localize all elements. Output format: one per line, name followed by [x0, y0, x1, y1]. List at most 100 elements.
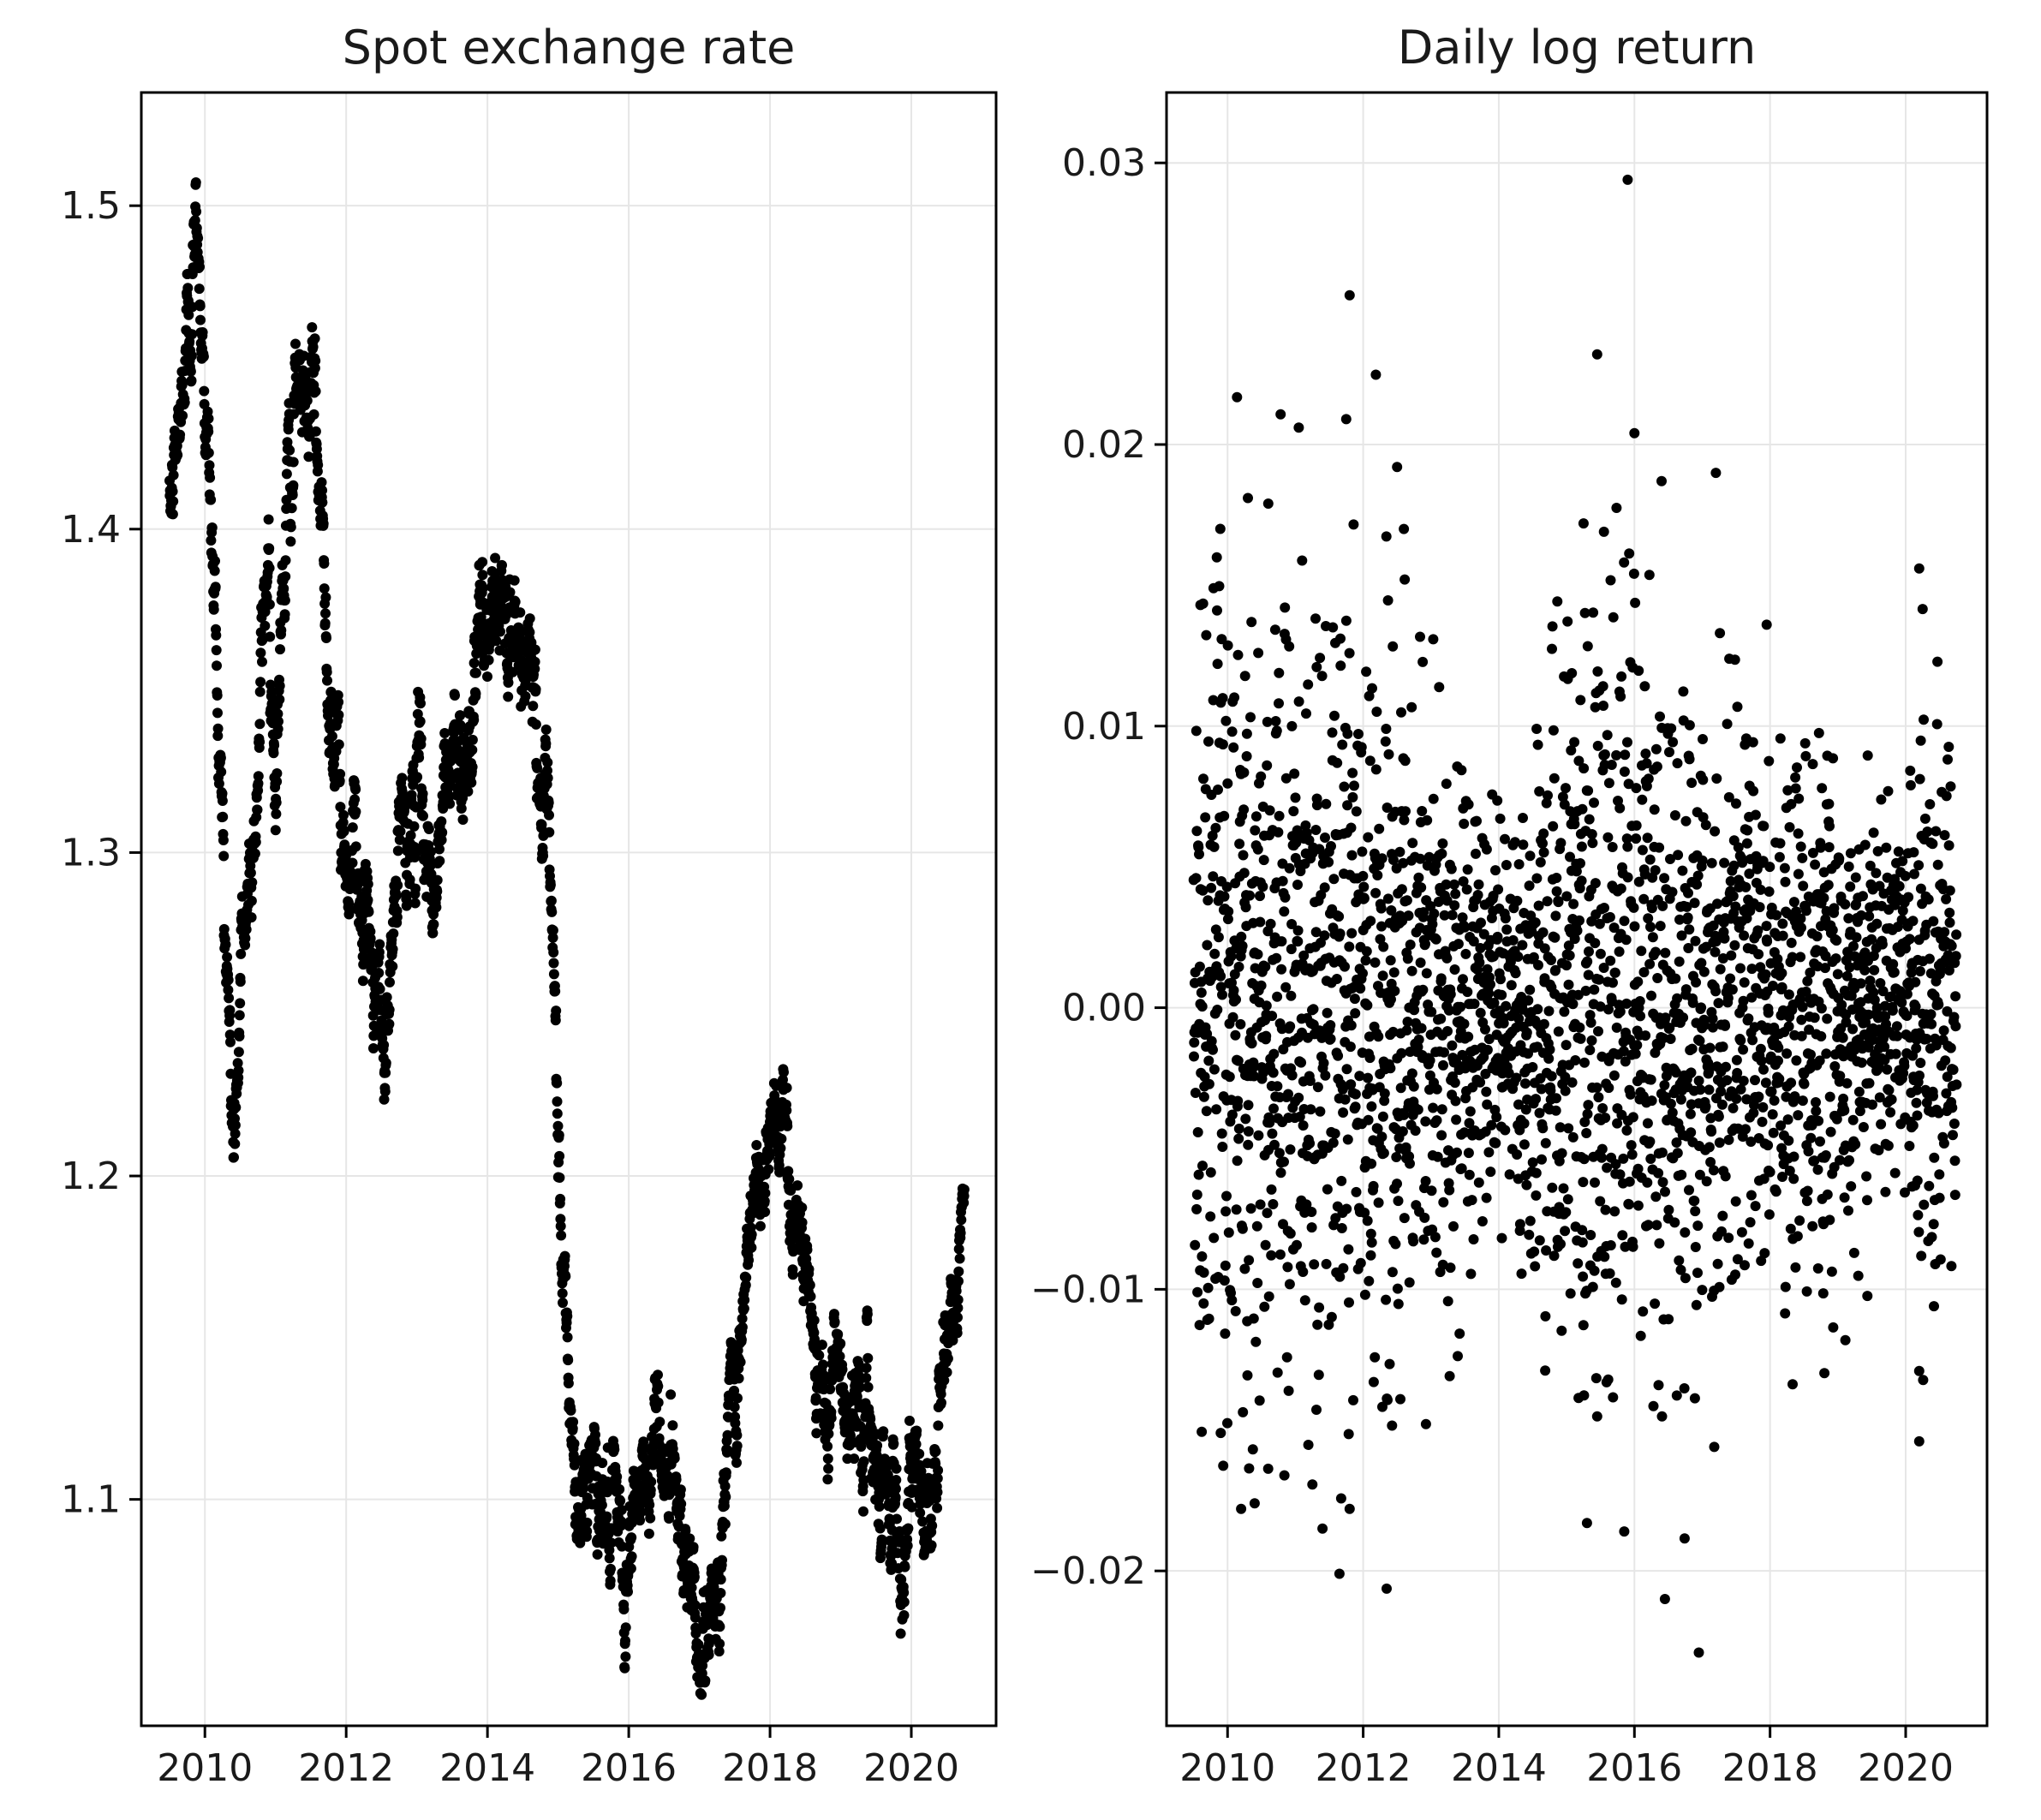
spot-rate-point — [250, 837, 261, 848]
log-return-point — [1346, 822, 1357, 833]
log-return-point — [1452, 1147, 1462, 1158]
log-return-point — [1599, 903, 1609, 913]
log-return-point — [1713, 998, 1724, 1009]
log-return-point — [1283, 1089, 1293, 1100]
log-return-point — [1655, 711, 1665, 722]
log-return-point — [1576, 875, 1587, 886]
log-return-point — [1665, 1034, 1676, 1044]
log-return-point — [1458, 974, 1468, 985]
spot-rate-point — [604, 1553, 615, 1564]
log-return-point — [1650, 1191, 1662, 1202]
log-return-point — [1442, 1026, 1453, 1036]
log-return-point — [1645, 1154, 1656, 1164]
spot-rate-point — [288, 480, 299, 491]
log-return-point — [1316, 671, 1328, 682]
spot-rate-panel: 2010 2012 2014 2016 2018 20201.11.21.31.41.5 … — [61, 21, 998, 1790]
spot-rate-point — [903, 1523, 914, 1534]
spot-rate-point — [797, 1202, 808, 1213]
spot-rate-point — [397, 773, 408, 784]
log-return-point — [1237, 1223, 1248, 1234]
log-return-point — [1579, 1057, 1590, 1068]
log-return-point — [1344, 1297, 1354, 1308]
log-return-point — [1328, 874, 1340, 885]
spot-rate-point — [318, 518, 329, 529]
spot-rate-point — [952, 1328, 963, 1339]
log-return-point — [1266, 1184, 1277, 1195]
log-return-point — [1717, 953, 1728, 964]
spot-rate-point — [737, 1322, 748, 1333]
spot-rate-title: Spot exchange rate — [343, 21, 796, 75]
log-return-point — [1416, 882, 1427, 893]
spot-rate-point — [606, 1537, 617, 1548]
log-return-point — [1329, 1128, 1340, 1139]
log-return-point — [1473, 879, 1484, 890]
spot-rate-point — [255, 677, 266, 688]
log-return-point — [1261, 1030, 1272, 1041]
log-return-point — [1680, 1273, 1691, 1284]
log-return-point — [1363, 1114, 1374, 1125]
spot-rate-point — [218, 923, 230, 934]
spot-rate-point — [596, 1500, 607, 1511]
log-return-point — [1350, 1008, 1361, 1019]
log-return-point — [1643, 773, 1654, 785]
spot-rate-point — [956, 1214, 967, 1226]
spot-rate-point — [671, 1474, 682, 1485]
log-return-point — [1198, 773, 1208, 785]
log-return-point — [1363, 1072, 1373, 1083]
log-return-point — [1458, 876, 1469, 887]
spot-rate-point — [211, 645, 222, 656]
log-return-points — [1188, 174, 1962, 1658]
log-return-point — [1413, 1034, 1424, 1045]
log-return-point — [1385, 955, 1396, 966]
log-return-point — [1245, 712, 1256, 723]
log-return-point — [1746, 1190, 1757, 1201]
log-return-point — [1602, 1374, 1614, 1385]
log-return-point — [1467, 1082, 1478, 1093]
log-return-point — [1533, 959, 1543, 970]
log-return-point — [1527, 1062, 1538, 1072]
spot-rate-point — [490, 552, 501, 564]
log-return-point — [1747, 1035, 1758, 1046]
log-return-point — [1649, 804, 1660, 815]
log-return-point — [1340, 615, 1352, 626]
log-return-point — [1735, 1083, 1746, 1095]
log-return-point — [1504, 1169, 1515, 1180]
log-return-point — [1270, 716, 1281, 726]
spot-rate-point — [899, 1561, 910, 1572]
spot-rate-point — [203, 447, 214, 458]
log-return-point — [1540, 1365, 1551, 1376]
spot-rate-point — [552, 1096, 563, 1107]
spot-rate-point — [338, 809, 349, 820]
spot-rate-point — [620, 1635, 630, 1646]
log-return-point — [1221, 881, 1232, 892]
log-return-point — [1730, 901, 1741, 912]
log-return-point — [1396, 707, 1406, 718]
spot-rate-point — [792, 1180, 803, 1191]
log-return-point — [1231, 994, 1241, 1005]
spot-rate-point — [285, 536, 296, 547]
log-return-point — [1611, 1022, 1622, 1033]
spot-rate-point — [755, 1220, 766, 1232]
spot-rate-point — [374, 983, 385, 994]
log-return-point — [1681, 901, 1692, 912]
log-return-point — [1299, 1295, 1310, 1306]
log-return-point — [1532, 1004, 1543, 1015]
spot-rate-point — [379, 1040, 390, 1051]
log-return-point — [1624, 548, 1635, 559]
log-return-point — [1518, 813, 1528, 823]
spot-rate-point — [555, 1220, 566, 1232]
log-return-point — [1565, 806, 1576, 817]
log-return-point — [1190, 1239, 1201, 1250]
log-return-point — [1252, 1278, 1263, 1288]
spot-rate-point — [520, 691, 531, 701]
spot-rate-point — [544, 826, 555, 838]
log-return-point — [1280, 982, 1292, 993]
log-return-point — [1667, 1107, 1678, 1119]
log-return-point — [1398, 857, 1409, 868]
spot-rate-point — [719, 1519, 731, 1530]
log-return-point — [1609, 967, 1620, 978]
spot-rate-point — [853, 1358, 864, 1369]
log-return-point — [1581, 1128, 1592, 1138]
spot-rate-point — [456, 803, 467, 814]
log-return-point — [1256, 771, 1267, 782]
